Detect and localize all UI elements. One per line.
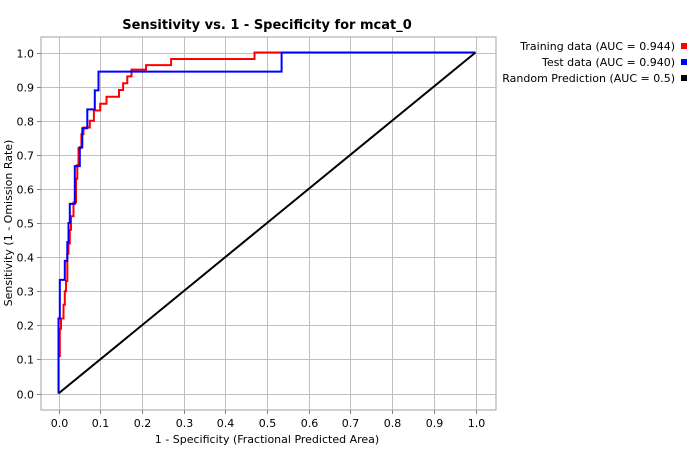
series-lines [57, 51, 477, 395]
x-tick-label: 0.9 [426, 417, 444, 430]
legend-label: Random Prediction (AUC = 0.5) [502, 72, 675, 85]
test-data-line [57, 51, 476, 394]
x-tick-label: 0.6 [301, 417, 319, 430]
legend-label: Training data (AUC = 0.944) [519, 40, 675, 53]
chart-title: Sensitivity vs. 1 - Specificity for mcat… [122, 18, 412, 33]
y-tick-label: 0.6 [17, 184, 35, 197]
x-axis-label: 1 - Specificity (Fractional Predicted Ar… [155, 433, 379, 446]
y-tick-label: 1.0 [17, 48, 35, 61]
random-prediction-swatch [681, 75, 687, 81]
y-tick-label: 0.8 [17, 116, 35, 129]
legend: Training data (AUC = 0.944) Test data (AU… [502, 40, 687, 85]
x-tick-label: 0.0 [51, 417, 69, 430]
y-tick-label: 0.7 [17, 150, 35, 163]
x-tick-label: 0.5 [259, 417, 277, 430]
training-data-swatch [681, 43, 687, 49]
x-tick-label: 0.4 [217, 417, 235, 430]
x-tick-label: 0.8 [384, 417, 402, 430]
test-data-swatch [681, 59, 687, 65]
y-axis-label: Sensitivity (1 - Omission Rate) [2, 140, 15, 307]
x-tick-label: 0.3 [176, 417, 194, 430]
y-tick-label: 0.4 [17, 252, 35, 265]
x-tick-label: 0.7 [342, 417, 360, 430]
y-axis-ticks: 0.0 0.1 0.2 0.3 0.4 0.5 0.6 0.7 0.8 0.9 1.0 [17, 48, 41, 402]
x-tick-label: 0.1 [92, 417, 110, 430]
random-prediction-line [57, 51, 477, 395]
x-axis-ticks: 0.0 0.1 0.2 0.3 0.4 0.5 0.6 0.7 0.8 0.9 1.0 [51, 410, 486, 430]
y-tick-label: 0.3 [17, 286, 35, 299]
training-data-line [57, 51, 476, 394]
y-tick-label: 0.5 [17, 218, 35, 231]
x-tick-label: 0.2 [134, 417, 152, 430]
x-tick-label: 1.0 [468, 417, 486, 430]
y-tick-label: 0.1 [17, 354, 35, 367]
y-tick-label: 0.2 [17, 320, 35, 333]
legend-label: Test data (AUC = 0.940) [541, 56, 675, 69]
y-tick-label: 0.0 [17, 389, 35, 402]
y-tick-label: 0.9 [17, 82, 35, 95]
